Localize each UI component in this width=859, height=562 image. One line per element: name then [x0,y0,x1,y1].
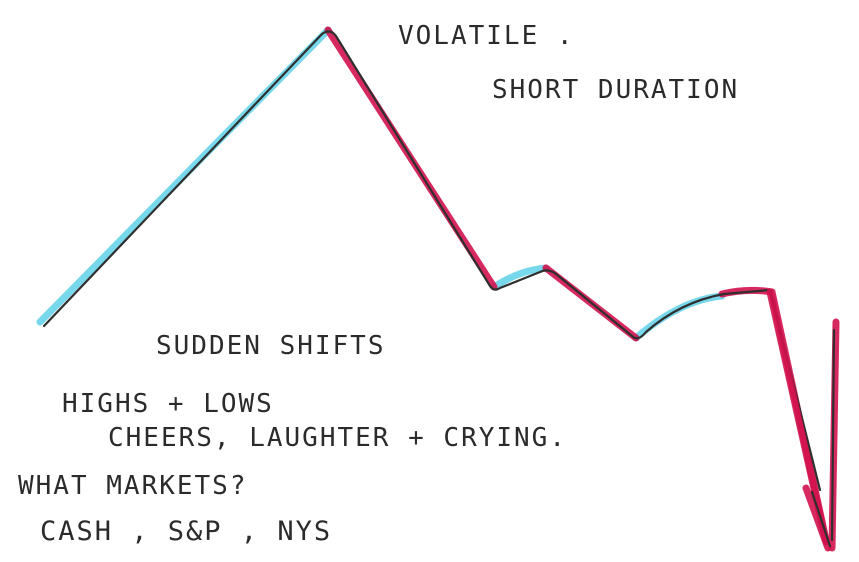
top-annotation-line2: SHORT DURATION [492,75,739,105]
price-line [42,30,822,492]
arrow-left-ink [810,490,832,548]
down-arrow-icon [766,288,840,552]
middle-annotation: SUDDEN SHIFTS [156,331,386,361]
question-annotation: WHAT MARKETS? [18,471,248,501]
arrow-left-barb [802,484,832,552]
list-annotation-line2: CHEERS, LAUGHTER + CRYING. [108,423,567,453]
fall-highlights [324,26,830,544]
rise-segment-3 [632,292,726,342]
rise-segment-2 [490,264,550,291]
arrow-right-ink [830,328,836,542]
arrow-shaft [766,288,830,546]
markets-annotation: CASH , S&P , NYS [40,516,332,547]
list-annotation-line1: HIGHS + LOWS [62,389,274,419]
top-annotation-line1: VOLATILE . [398,21,575,51]
